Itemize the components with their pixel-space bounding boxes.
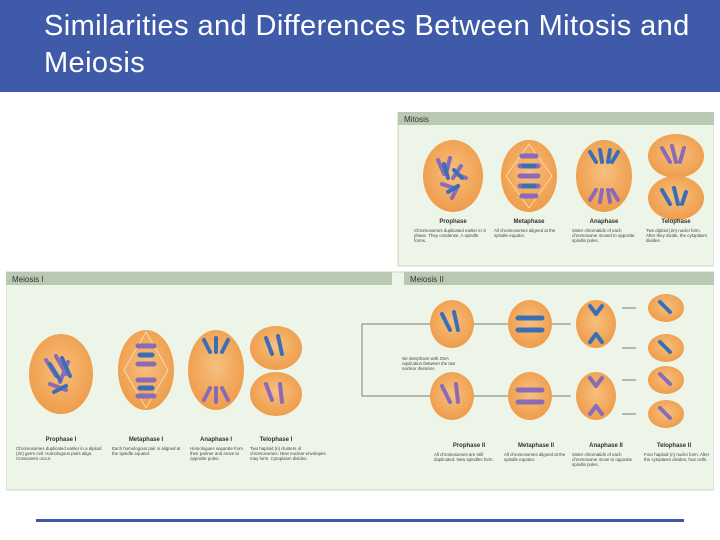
meiosis1-desc: Two haploid (n) clusters of chromosomes.… — [250, 446, 326, 462]
interphase-note-box: No interphase with DNA replication betwe… — [402, 356, 456, 372]
figure-svg: Mitosis — [6, 112, 714, 491]
mitosis-desc-box: Sister chromatids of each chromosome mov… — [572, 228, 635, 244]
meiosis2-phase-name: Anaphase II — [589, 443, 623, 449]
anaphase1-cell — [188, 330, 244, 410]
mitosis-desc-box: Chromosomes duplicated earlier in S phas… — [414, 228, 486, 244]
meiosis-panel: Meiosis I Meiosis II — [6, 271, 714, 491]
meiosis2-desc-box: All chromosomes aligned at the spindle e… — [504, 452, 566, 463]
meiosis2-label-bar — [404, 272, 714, 285]
meiosis1-desc-box: Chromosomes duplicated earlier in a dipl… — [16, 446, 102, 462]
mitosis-telophase-cell — [648, 134, 704, 220]
mitosis-phase-name: Anaphase — [590, 219, 619, 225]
meiosis1-desc: Homologues separate from their partner a… — [190, 446, 243, 462]
prophase1-cell — [29, 334, 93, 414]
mitosis-desc: Sister chromatids of each chromosome mov… — [572, 228, 635, 244]
mitosis-label: Mitosis — [404, 115, 429, 124]
meiosis1-desc: Each homologous pair is aligned at the s… — [112, 446, 181, 457]
meiosis2-desc-box: Four haploid (n) nuclei form. After the … — [644, 452, 710, 463]
telophase2-cells — [648, 294, 684, 428]
meiosis2-label: Meiosis II — [410, 275, 444, 284]
bottom-divider — [36, 519, 684, 522]
meiosis2-desc: All chromosomes aligned at the spindle e… — [504, 452, 566, 463]
mitosis-meiosis-figure: Mitosis — [6, 112, 714, 492]
mitosis-desc: Chromosomes duplicated earlier in S phas… — [414, 228, 486, 244]
meiosis2-desc: Sister chromatids of each chromosome mov… — [572, 452, 633, 468]
meiosis1-phase-name: Anaphase I — [200, 437, 232, 443]
anaphase2-cells — [576, 300, 616, 420]
mitosis-label-bar — [398, 112, 714, 125]
meiosis1-desc-box: Homologues separate from their partner a… — [190, 446, 243, 462]
mitosis-anaphase-cell — [576, 140, 632, 212]
mitosis-desc: Two diploid (2n) nuclei form. After they… — [646, 228, 708, 244]
mitosis-phase-name: Metaphase — [513, 219, 545, 225]
meiosis2-phase-name: Prophase II — [453, 443, 486, 449]
metaphase2-cells — [508, 300, 552, 420]
mitosis-panel: Mitosis — [397, 112, 714, 267]
meiosis1-desc: Chromosomes duplicated earlier in a dipl… — [16, 446, 102, 462]
prophase2-cells — [430, 300, 474, 420]
meiosis2-desc-box: Sister chromatids of each chromosome mov… — [572, 452, 633, 468]
meiosis1-desc-box: Two haploid (n) clusters of chromosomes.… — [250, 446, 326, 462]
meiosis2-phase-name: Metaphase II — [518, 443, 554, 449]
mitosis-metaphase-cell — [501, 140, 557, 212]
meiosis1-phase-name: Telophase I — [260, 437, 293, 443]
meiosis1-desc-box: Each homologous pair is aligned at the s… — [112, 446, 181, 457]
meiosis1-label: Meiosis I — [12, 275, 44, 284]
mitosis-prophase-cell — [423, 140, 483, 212]
meiosis1-phase-name: Metaphase I — [129, 437, 164, 443]
meiosis2-desc: Four haploid (n) nuclei form. After the … — [644, 452, 710, 463]
mitosis-phase-name: Prophase — [439, 219, 467, 225]
title-bar: Similarities and Differences Between Mit… — [0, 0, 720, 92]
mitosis-desc: All chromosomes aligned at the spindle e… — [494, 228, 556, 239]
meiosis2-desc-box: All chromosomes are still duplicated. Ne… — [434, 452, 494, 463]
mitosis-desc-box: Two diploid (2n) nuclei form. After they… — [646, 228, 708, 244]
meiosis1-label-bar — [6, 272, 392, 285]
meiosis2-phase-name: Telophase II — [657, 443, 692, 449]
meiosis2-desc: All chromosomes are still duplicated. Ne… — [434, 452, 494, 463]
meiosis1-phase-name: Prophase I — [46, 437, 77, 443]
metaphase1-cell — [118, 330, 174, 410]
meiosis-connectors — [361, 307, 636, 415]
telophase1-cell — [250, 326, 302, 416]
slide-title-text: Similarities and Differences Between Mit… — [44, 10, 690, 79]
interphase-note: No interphase with DNA replication betwe… — [402, 356, 456, 372]
mitosis-desc-box: All chromosomes aligned at the spindle e… — [494, 228, 556, 239]
mitosis-phase-name: Telophase — [661, 219, 691, 225]
slide-title: Similarities and Differences Between Mit… — [44, 8, 720, 82]
